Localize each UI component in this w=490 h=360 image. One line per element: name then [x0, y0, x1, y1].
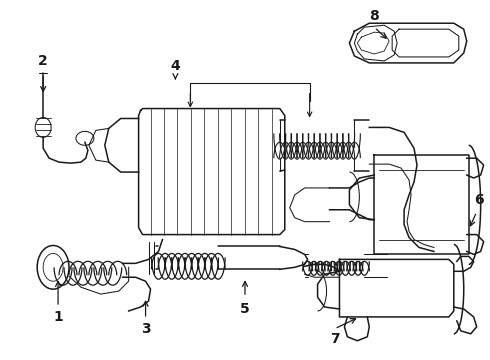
Text: 2: 2 [38, 54, 48, 68]
Text: 5: 5 [240, 302, 250, 316]
Text: 4: 4 [171, 59, 180, 73]
Text: 3: 3 [141, 322, 150, 336]
Text: 8: 8 [369, 9, 379, 23]
Text: 7: 7 [330, 332, 339, 346]
Text: 1: 1 [53, 310, 63, 324]
Text: 6: 6 [474, 193, 484, 207]
